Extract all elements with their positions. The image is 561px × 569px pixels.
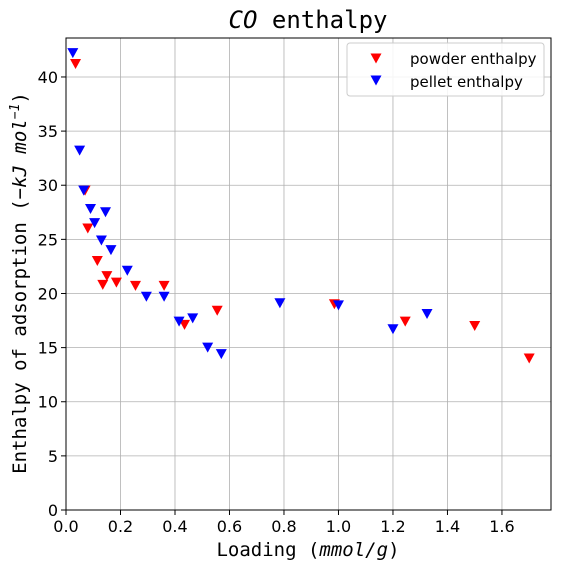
y-tick-label: 35 bbox=[38, 122, 58, 141]
y-tick-label: 30 bbox=[38, 176, 58, 195]
pellet-point bbox=[121, 265, 133, 276]
legend-marker-powder bbox=[370, 53, 382, 64]
pellet-point bbox=[274, 298, 286, 309]
y-axis-title: Enthalpy of adsorption (−kJ mol−1) bbox=[8, 92, 31, 474]
legend-marker-pellet bbox=[370, 75, 382, 86]
pellet-point bbox=[89, 218, 101, 229]
y-tick-label: 10 bbox=[38, 393, 58, 412]
pellet-point bbox=[67, 48, 79, 59]
grid bbox=[65, 38, 551, 511]
pellet-point bbox=[387, 324, 399, 335]
powder-point bbox=[82, 223, 94, 234]
powder-point bbox=[110, 277, 122, 288]
y-tick-label: 20 bbox=[38, 284, 58, 303]
powder-point bbox=[129, 280, 141, 291]
pellet-point bbox=[74, 145, 86, 156]
y-axis-title-prefix: Enthalpy of adsorption ( bbox=[9, 199, 31, 474]
pellet-point bbox=[105, 245, 117, 256]
chart-title: CO enthalpy bbox=[229, 6, 388, 34]
powder-point bbox=[70, 58, 82, 69]
powder-point bbox=[101, 271, 113, 282]
x-tick-label: 0.4 bbox=[162, 517, 187, 536]
chart-title-rest: enthalpy bbox=[257, 6, 387, 34]
x-tick-label: 0.8 bbox=[271, 517, 296, 536]
x-axis-title-suffix: ) bbox=[388, 539, 399, 561]
pellet-point bbox=[140, 291, 152, 302]
plot-frame bbox=[65, 37, 552, 511]
pellet-point bbox=[215, 349, 227, 360]
x-axis-title-unit: mmol/g bbox=[318, 539, 388, 561]
powder-point bbox=[399, 316, 411, 327]
x-tick-label: 0.2 bbox=[108, 517, 133, 536]
x-tick-label: 1.6 bbox=[489, 517, 514, 536]
y-tick-label: 0 bbox=[48, 501, 58, 520]
powder-point bbox=[97, 279, 109, 290]
pellet-point bbox=[78, 185, 90, 196]
legend: powder enthalpy pellet enthalpy bbox=[346, 42, 545, 97]
pellet-point bbox=[158, 291, 170, 302]
pellet-point bbox=[202, 342, 214, 353]
pellet-point bbox=[187, 313, 199, 324]
x-tick-label: 0.0 bbox=[53, 517, 78, 536]
powder-point bbox=[158, 280, 170, 291]
legend-box bbox=[346, 42, 545, 97]
y-tick-label: 15 bbox=[38, 339, 58, 358]
pellet-point bbox=[95, 235, 107, 246]
axis-ticks: 0.0 0.2 0.4 0.6 0.8 1.0 1.2 1.4 1.6 0 5 10 15 20 25 30 3… bbox=[38, 68, 515, 536]
y-axis-title-suffix: ) bbox=[9, 92, 31, 103]
y-axis-title-unit: −kJ mol bbox=[9, 119, 31, 199]
chart-title-italic: CO bbox=[229, 6, 258, 34]
x-tick-label: 1.4 bbox=[435, 517, 460, 536]
y-axis-title-exponent: −1 bbox=[8, 104, 23, 120]
pellet-point bbox=[173, 316, 185, 327]
powder-point bbox=[469, 320, 481, 331]
legend-label-pellet: pellet enthalpy bbox=[410, 73, 523, 91]
powder-point bbox=[523, 353, 535, 364]
pellet-point bbox=[332, 300, 344, 311]
pellet-point bbox=[421, 309, 433, 320]
y-tick-label: 25 bbox=[38, 230, 58, 249]
x-axis-title-prefix: Loading ( bbox=[216, 539, 319, 561]
y-tick-label: 40 bbox=[38, 68, 58, 87]
legend-label-powder: powder enthalpy bbox=[410, 50, 537, 68]
data-points bbox=[67, 48, 535, 364]
x-tick-label: 1.0 bbox=[326, 517, 351, 536]
powder-point bbox=[91, 256, 103, 267]
powder-point bbox=[211, 305, 223, 316]
x-tick-label: 0.6 bbox=[217, 517, 242, 536]
x-tick-label: 1.2 bbox=[380, 517, 405, 536]
pellet-point bbox=[85, 204, 97, 215]
y-tick-label: 5 bbox=[48, 447, 58, 466]
powder-point bbox=[179, 319, 191, 330]
pellet-point bbox=[100, 207, 112, 218]
x-axis-title: Loading (mmol/g) bbox=[216, 539, 399, 561]
